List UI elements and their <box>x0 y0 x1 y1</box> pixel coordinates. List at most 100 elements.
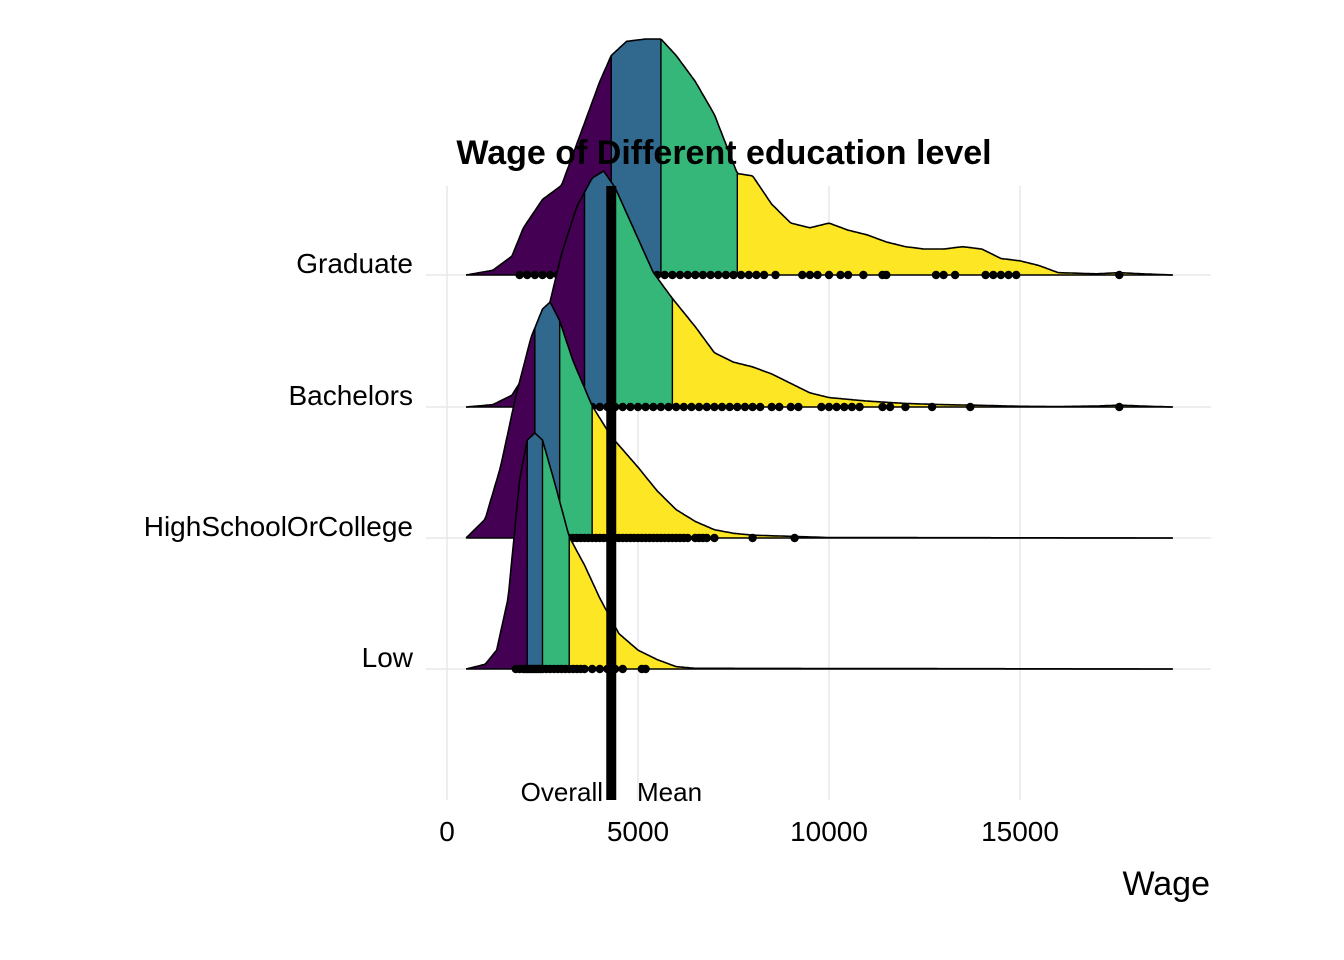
data-point <box>679 402 688 412</box>
quartile-area-4-Bachelors <box>672 298 1173 407</box>
data-point <box>847 402 857 412</box>
x-tick-label-15000: 15000 <box>981 816 1059 847</box>
data-point <box>545 270 555 280</box>
data-point <box>694 402 704 412</box>
quartile-area-2-Low <box>527 433 543 669</box>
data-point <box>966 402 975 412</box>
x-tick-label-10000: 10000 <box>790 816 868 847</box>
data-point <box>530 270 540 280</box>
data-point <box>855 402 864 412</box>
data-point <box>950 270 960 280</box>
data-point <box>832 402 841 412</box>
quartile-area-3-HighSchoolOrCollege <box>559 320 593 538</box>
data-point <box>641 402 650 412</box>
data-point <box>996 270 1006 280</box>
quartile-area-4-HighSchoolOrCollege <box>592 405 1173 538</box>
overall-mean-label-right: Mean <box>637 777 702 807</box>
data-point <box>878 402 887 412</box>
chart-title: Wage of Different education level <box>456 134 991 172</box>
data-point <box>1115 402 1124 412</box>
data-point <box>744 270 753 280</box>
data-point <box>931 270 941 280</box>
data-point <box>717 402 727 412</box>
x-axis-tick-labels: 0 5000 10000 15000 <box>439 816 1059 847</box>
data-point <box>702 533 711 543</box>
data-point <box>1012 270 1021 280</box>
data-point <box>706 270 715 280</box>
data-point <box>794 402 803 412</box>
data-point <box>817 402 826 412</box>
data-point <box>736 270 746 280</box>
density-outline-Graduate <box>465 38 1173 276</box>
data-point <box>641 664 650 674</box>
y-label-Graduate: Graduate <box>296 248 413 279</box>
data-point <box>649 402 658 412</box>
x-axis-title: Wage <box>1122 865 1210 903</box>
x-tick-label-0: 0 <box>439 816 455 847</box>
data-point <box>618 664 627 674</box>
data-point <box>1115 270 1124 280</box>
data-point <box>729 270 738 280</box>
y-axis-labels: Low HighSchoolOrCollege Bachelors Graduate <box>144 248 414 673</box>
data-point <box>790 533 799 543</box>
data-point <box>656 402 666 412</box>
data-point <box>836 270 845 280</box>
data-point <box>840 402 849 412</box>
data-point <box>683 533 692 543</box>
data-point <box>710 533 719 543</box>
ridge-Graduate <box>465 38 1173 280</box>
data-point <box>981 270 990 280</box>
data-point <box>756 402 765 412</box>
data-point <box>824 270 834 280</box>
data-point <box>901 402 910 412</box>
data-point <box>618 402 627 412</box>
data-point <box>748 402 757 412</box>
data-point <box>1004 270 1013 280</box>
data-point <box>633 402 643 412</box>
data-point <box>989 270 998 280</box>
data-point <box>588 664 597 674</box>
data-point <box>660 270 669 280</box>
ridge-Low <box>465 431 1173 674</box>
quartile-area-3-Graduate <box>660 39 738 275</box>
quartile-area-1-HighSchoolOrCollege <box>466 328 535 538</box>
data-point <box>675 270 685 280</box>
data-point <box>805 270 815 280</box>
data-point <box>767 402 776 412</box>
data-point <box>752 270 761 280</box>
y-label-Bachelors: Bachelors <box>288 380 413 411</box>
data-point <box>523 270 532 280</box>
quartile-area-4-Graduate <box>737 173 1173 275</box>
data-point <box>721 270 731 280</box>
data-point <box>515 270 524 280</box>
data-point <box>824 402 834 412</box>
data-point <box>538 270 547 280</box>
data-point <box>626 402 635 412</box>
data-point <box>664 402 673 412</box>
data-point <box>885 402 895 412</box>
data-point <box>927 402 937 412</box>
data-point <box>683 270 692 280</box>
quartile-area-3-Low <box>542 440 570 669</box>
data-point <box>859 270 868 280</box>
data-point <box>771 270 780 280</box>
overall-mean-label-left: Overall <box>521 777 603 807</box>
data-point <box>725 402 734 412</box>
data-point <box>775 402 784 412</box>
data-point <box>714 270 723 280</box>
data-point <box>786 402 795 412</box>
data-point <box>687 402 696 412</box>
density-ridges <box>465 38 1173 674</box>
y-label-Low: Low <box>362 642 414 673</box>
data-point <box>691 270 700 280</box>
data-point <box>882 270 891 280</box>
data-point <box>595 402 604 412</box>
quartile-area-1-Low <box>466 440 528 669</box>
data-point <box>710 402 719 412</box>
y-label-HighSchoolOrCollege: HighSchoolOrCollege <box>144 511 413 542</box>
data-point <box>672 402 681 412</box>
data-point <box>702 402 711 412</box>
data-point <box>580 664 589 674</box>
data-point <box>698 270 708 280</box>
